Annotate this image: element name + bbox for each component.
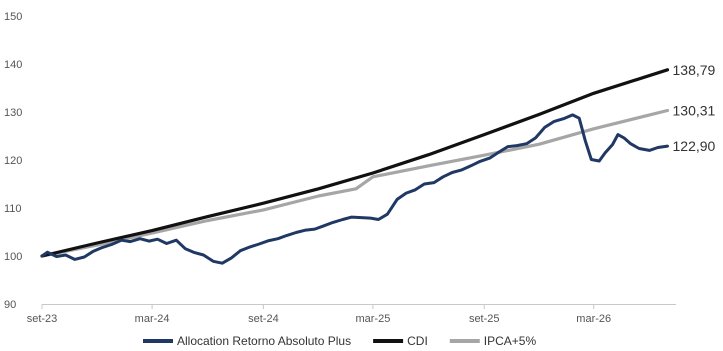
legend-label: Allocation Retorno Absoluto Plus bbox=[177, 334, 351, 348]
end-label-cdi: 138,79 bbox=[673, 62, 716, 78]
series-line-allocation bbox=[40, 113, 669, 265]
series-line-ipca bbox=[40, 108, 670, 258]
x-tick-label: mar-26 bbox=[576, 313, 611, 325]
x-tick-label: set-25 bbox=[469, 313, 500, 325]
x-axis: set-23 mar-24 set-24 mar-25 set-25 mar-26 bbox=[27, 304, 676, 325]
y-tick-label: 90 bbox=[4, 299, 16, 311]
legend: Allocation Retorno Absoluto Plus CDI IPCA+… bbox=[143, 334, 536, 348]
end-label-allocation: 122,90 bbox=[673, 138, 716, 154]
y-tick-label: 110 bbox=[4, 203, 22, 215]
end-label-ipca: 130,31 bbox=[673, 103, 716, 119]
end-labels: 122,90 138,79 130,31 bbox=[673, 62, 716, 154]
y-axis: 90 100 110 120 130 140 150 bbox=[4, 11, 22, 311]
y-tick-label: 130 bbox=[4, 107, 22, 119]
series-line-cdi bbox=[40, 68, 670, 258]
y-tick-label: 120 bbox=[4, 155, 22, 167]
legend-label: IPCA+5% bbox=[484, 334, 537, 348]
legend-label: CDI bbox=[407, 334, 428, 348]
x-tick-label: mar-25 bbox=[355, 313, 390, 325]
y-tick-label: 150 bbox=[4, 11, 22, 23]
x-tick-label: set-24 bbox=[248, 313, 279, 325]
series-layer bbox=[40, 68, 670, 265]
x-tick-label: set-23 bbox=[27, 313, 58, 325]
y-tick-label: 100 bbox=[4, 251, 22, 263]
y-tick-label: 140 bbox=[4, 59, 22, 71]
x-tick-label: mar-24 bbox=[135, 313, 170, 325]
